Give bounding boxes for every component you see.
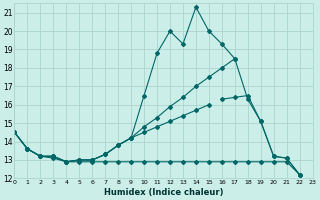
- X-axis label: Humidex (Indice chaleur): Humidex (Indice chaleur): [104, 188, 223, 197]
